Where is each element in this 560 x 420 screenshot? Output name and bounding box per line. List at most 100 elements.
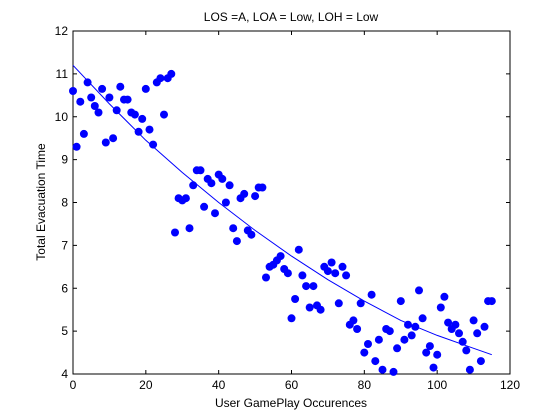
data-point bbox=[262, 273, 270, 282]
data-point bbox=[360, 348, 369, 357]
data-point bbox=[323, 267, 332, 276]
data-point bbox=[309, 282, 318, 291]
data-point bbox=[218, 174, 227, 183]
data-point bbox=[181, 194, 190, 203]
data-point bbox=[225, 181, 234, 190]
data-point bbox=[69, 87, 77, 95]
data-point bbox=[130, 110, 139, 119]
data-point bbox=[433, 350, 442, 359]
data-point bbox=[291, 295, 300, 303]
data-point bbox=[134, 127, 143, 136]
data-point bbox=[207, 179, 216, 188]
y-tick-label: 5 bbox=[61, 324, 68, 338]
data-point bbox=[302, 282, 311, 291]
x-tick-label: 60 bbox=[285, 378, 299, 392]
data-point bbox=[440, 292, 449, 301]
y-axis-label: Total Evacuation Time bbox=[34, 143, 48, 261]
data-point bbox=[436, 303, 445, 312]
data-point bbox=[247, 230, 256, 239]
data-point bbox=[334, 299, 343, 308]
data-point bbox=[294, 245, 303, 254]
x-tick-label: 80 bbox=[358, 378, 372, 392]
data-point bbox=[189, 181, 198, 190]
data-point bbox=[305, 303, 314, 312]
chart-title: LOS =A, LOA = Low, LOH = Low bbox=[204, 10, 379, 24]
data-point bbox=[458, 337, 467, 346]
data-point bbox=[298, 271, 307, 280]
data-point bbox=[404, 320, 412, 329]
x-tick-label: 20 bbox=[139, 378, 153, 392]
data-point bbox=[353, 325, 362, 333]
data-point bbox=[283, 269, 292, 278]
data-point bbox=[109, 134, 118, 143]
data-point bbox=[342, 271, 351, 280]
data-point bbox=[469, 316, 478, 325]
data-point bbox=[240, 189, 249, 198]
data-point bbox=[123, 95, 132, 104]
data-point bbox=[465, 365, 474, 374]
data-point bbox=[444, 318, 453, 327]
y-tick-label: 9 bbox=[61, 153, 68, 167]
data-point bbox=[429, 363, 438, 372]
y-tick-label: 11 bbox=[56, 67, 69, 81]
data-point bbox=[389, 367, 398, 376]
data-point bbox=[105, 93, 114, 102]
data-point bbox=[371, 357, 380, 366]
data-point bbox=[385, 327, 394, 336]
data-point bbox=[76, 97, 85, 106]
data-point bbox=[116, 82, 125, 91]
data-point bbox=[196, 166, 205, 175]
data-point bbox=[138, 114, 147, 123]
data-point bbox=[425, 342, 434, 351]
data-point bbox=[232, 237, 241, 246]
data-point bbox=[94, 108, 103, 117]
data-point bbox=[367, 290, 376, 299]
data-point bbox=[221, 198, 230, 207]
data-point bbox=[422, 348, 431, 357]
y-tick-label: 6 bbox=[61, 281, 68, 295]
data-point bbox=[378, 365, 387, 374]
data-point bbox=[156, 74, 165, 83]
data-point bbox=[316, 305, 325, 314]
data-point bbox=[98, 84, 107, 93]
x-tick-label: 0 bbox=[70, 378, 77, 392]
data-point bbox=[396, 297, 405, 306]
data-point bbox=[287, 314, 296, 323]
data-point bbox=[200, 202, 209, 211]
data-point bbox=[327, 258, 336, 267]
data-point bbox=[171, 228, 179, 237]
data-point bbox=[229, 224, 238, 233]
data-point bbox=[149, 140, 158, 149]
data-point bbox=[79, 129, 88, 138]
data-point bbox=[160, 110, 168, 119]
y-tick-label: 4 bbox=[61, 367, 68, 381]
data-point bbox=[487, 297, 496, 306]
data-point bbox=[167, 69, 176, 78]
data-point bbox=[276, 252, 285, 261]
data-point bbox=[407, 331, 416, 340]
data-points bbox=[69, 69, 496, 376]
data-point bbox=[338, 262, 347, 271]
data-point bbox=[473, 329, 482, 338]
data-point bbox=[356, 299, 365, 308]
fit-line bbox=[72, 64, 492, 356]
y-tick-label: 8 bbox=[61, 196, 68, 210]
data-point bbox=[90, 102, 99, 110]
data-point bbox=[87, 93, 96, 102]
data-point bbox=[258, 183, 267, 192]
x-tick-label: 120 bbox=[500, 378, 520, 392]
y-axis: 4 5 6 7 8 9 10 11 12 bbox=[55, 24, 510, 381]
data-point bbox=[349, 316, 358, 325]
data-point bbox=[418, 314, 427, 323]
y-tick-label: 10 bbox=[55, 110, 69, 124]
data-point bbox=[415, 286, 423, 295]
data-point bbox=[455, 329, 463, 338]
data-point bbox=[476, 357, 485, 366]
data-point bbox=[374, 335, 383, 344]
y-tick-label: 12 bbox=[55, 24, 69, 38]
data-point bbox=[112, 106, 121, 115]
data-point bbox=[145, 125, 154, 134]
data-point bbox=[185, 224, 194, 233]
data-point bbox=[101, 138, 110, 147]
